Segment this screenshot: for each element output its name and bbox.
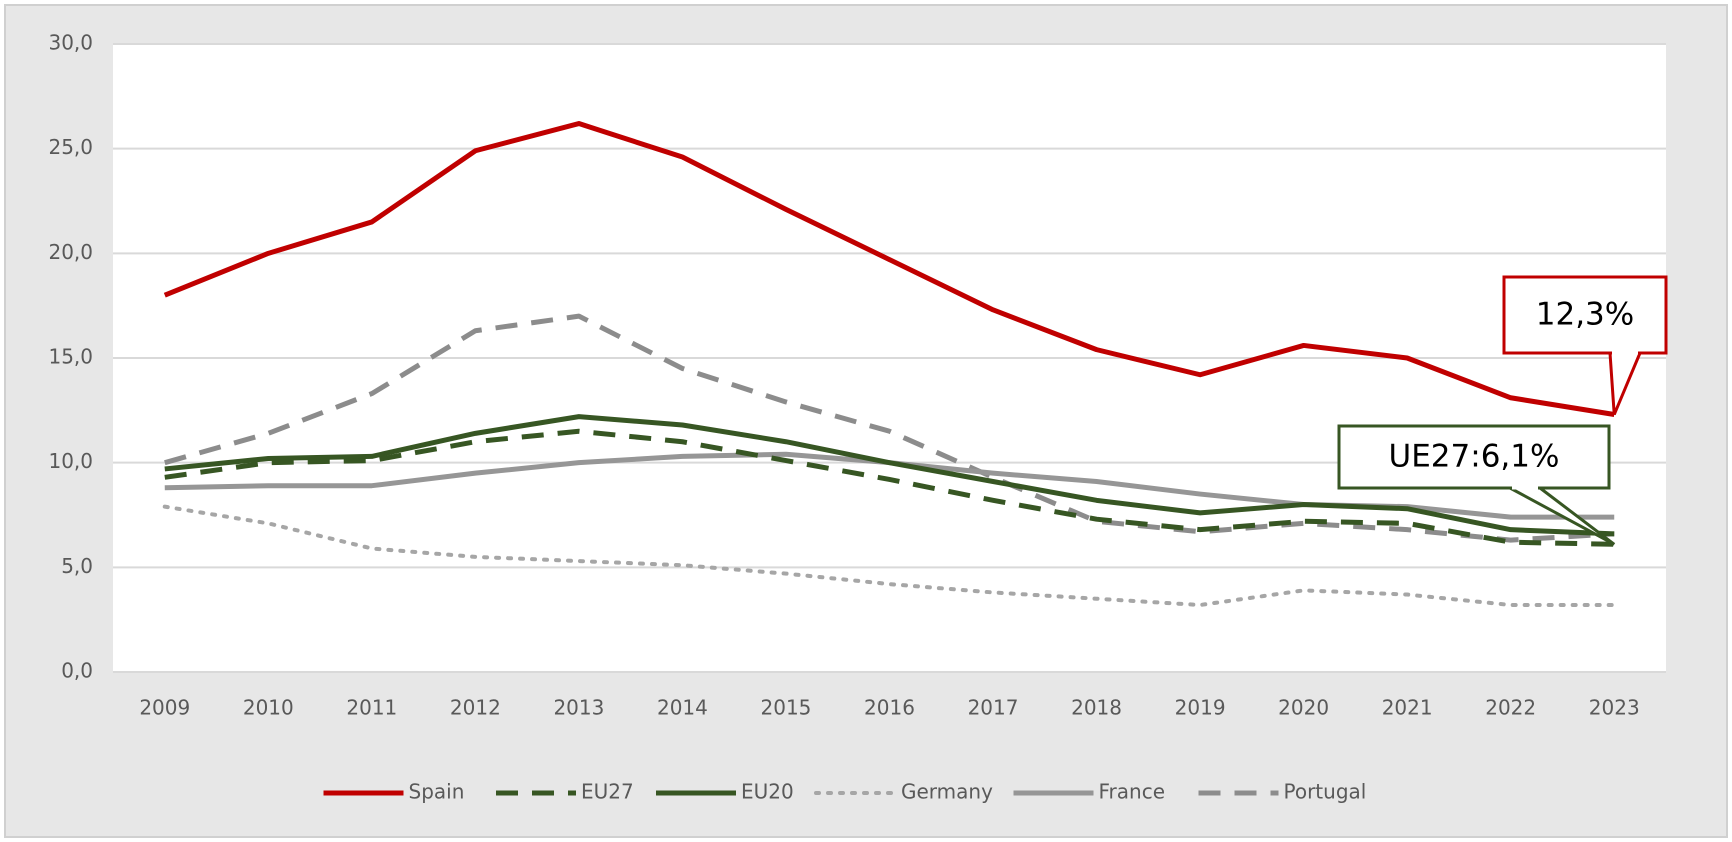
x-tick-label: 2018: [1071, 696, 1122, 720]
x-tick-label: 2019: [1175, 696, 1226, 720]
series-line: [164, 428, 1615, 547]
y-tick-label: 5,0: [61, 554, 93, 578]
x-tick-label: 2015: [761, 696, 812, 720]
x-tick-label: 2010: [243, 696, 294, 720]
x-tick-label: 2023: [1589, 696, 1640, 720]
legend-label: Germany: [901, 780, 993, 804]
callout-pointer: [1509, 486, 1616, 546]
y-tick-label: 30,0: [48, 31, 93, 55]
x-tick-label: 2020: [1278, 696, 1329, 720]
series-line: [164, 414, 1615, 537]
legend-label: EU27: [581, 780, 634, 804]
annotation: 12,3%: [1536, 297, 1634, 333]
legend-label: EU20: [741, 780, 794, 804]
callout-box: [1337, 424, 1611, 490]
y-tick-label: 20,0: [48, 240, 93, 264]
legend-label: Spain: [409, 780, 465, 804]
x-tick-label: 2021: [1382, 696, 1433, 720]
series-line: [163, 121, 1615, 417]
series-line: [164, 313, 1615, 543]
y-tick-label: 0,0: [61, 659, 93, 683]
legend-label: France: [1099, 780, 1166, 804]
y-tick-label: 15,0: [48, 345, 93, 369]
y-tick-label: 10,0: [48, 449, 93, 473]
callout-box: [1502, 275, 1668, 355]
y-tick-label: 25,0: [48, 135, 93, 159]
x-tick-label: 2012: [450, 696, 501, 720]
x-tick-label: 2011: [346, 696, 397, 720]
annotation: UE27:6,1%: [1389, 439, 1560, 475]
series-line: [162, 504, 1617, 608]
x-tick-label: 2016: [864, 696, 915, 720]
x-tick-label: 2022: [1485, 696, 1536, 720]
x-tick-label: 2009: [139, 696, 190, 720]
x-tick-label: 2013: [553, 696, 604, 720]
legend-label: Portugal: [1284, 780, 1367, 804]
x-tick-label: 2014: [657, 696, 708, 720]
callout-pointer: [1608, 352, 1642, 416]
x-tick-label: 2017: [968, 696, 1019, 720]
